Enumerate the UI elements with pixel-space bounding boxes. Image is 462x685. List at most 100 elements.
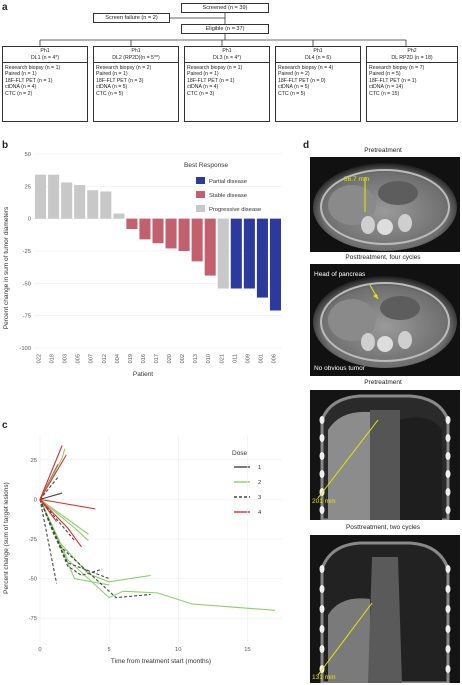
arm-dose-level: DL2 (RP2D)(n = 5**) <box>112 54 160 61</box>
waterfall-ytick: 0 <box>28 217 31 223</box>
waterfall-bar <box>74 185 86 219</box>
tumor-measure-label-3: 201 mm <box>312 498 335 505</box>
ct-ribs <box>319 416 451 514</box>
arm-header: Ph2 DL RP2D (n = 18) <box>367 47 457 64</box>
ct-body-outline-2 <box>313 276 457 368</box>
ct-bowel <box>378 181 418 205</box>
tumor-measure-line-4 <box>317 602 373 676</box>
spider-series-dose-4 <box>39 445 63 500</box>
arm-detail-line: ctDNA (n = 4) <box>187 84 219 91</box>
ct-vertebra-2 <box>377 336 393 352</box>
arm-phase: Ph1 <box>222 48 232 54</box>
waterfall-chart: Percent change in sum of tumor diameters… <box>3 152 282 378</box>
spider-series-dose-4 <box>39 454 67 500</box>
scan-title-2: Posttreatment, four cycles <box>345 254 421 261</box>
ct-kidney-right-2 <box>361 333 375 351</box>
ct-kidney-left-2 <box>398 331 412 349</box>
waterfall-xtick: 006 <box>271 354 277 363</box>
waterfall-xtick: 001 <box>258 354 264 363</box>
arm-phase: Ph1 <box>40 48 50 54</box>
legend-swatch-progressive <box>196 205 205 212</box>
waterfall-ytick: -75 <box>23 314 31 320</box>
spider-xtick: 10 <box>175 647 181 653</box>
spider-series-dose-3 <box>39 499 58 584</box>
waterfall-bar <box>61 182 73 219</box>
flowchart-connectors <box>39 13 407 46</box>
scan-title-1: Pretreatment <box>364 147 402 154</box>
ct-scan-posttreatment-coronal: 131 mm <box>310 535 460 683</box>
ct-ribs-2 <box>319 565 451 673</box>
waterfall-xtick: 012 <box>102 354 108 363</box>
arm-phase: Ph1 <box>131 48 141 54</box>
spider-xtick: 0 <box>38 647 41 653</box>
arm-details: Research biopsy (n = 1) Paired (n = 1) 18F… <box>185 63 269 99</box>
ct-mediastinum <box>370 410 400 520</box>
waterfall-xtick: 011 <box>232 354 238 363</box>
spider-series-dose-3 <box>39 499 110 580</box>
spider-series-dose-3 <box>39 499 103 577</box>
ct-lung-left <box>400 417 442 520</box>
spider-ytick: 0 <box>34 497 37 503</box>
waterfall-bar <box>113 213 125 219</box>
spider-ytick: -25 <box>29 537 37 543</box>
arm-dose-level: DL1 (n = 4*) <box>30 54 60 61</box>
spider-series-dose-2 <box>39 448 66 500</box>
tumor-measure-label-4: 131 mm <box>312 674 335 681</box>
waterfall-bar <box>191 218 203 262</box>
arm-detail-line: CTC (n = 5) <box>96 91 124 98</box>
arm-header: Ph1 DL4 (n = 6) <box>276 47 360 64</box>
arm-detail-line: Research biopsy (n = 2) <box>96 64 152 71</box>
waterfall-xtick: 007 <box>89 354 95 363</box>
legend-label-stable: Stable disease <box>209 193 247 199</box>
waterfall-ylabel: Percent change in sum of tumor diameters <box>3 206 10 329</box>
arm-details: Research biopsy (n = 1) Paired (n = 1) 18F… <box>3 63 87 99</box>
arm-detail-line: Paired (n = 1) <box>96 71 128 78</box>
waterfall-xtick: 016 <box>141 354 147 363</box>
arm-box-5: Ph2 DL RP2D (n = 18) Research biopsy (n = … <box>366 46 458 122</box>
waterfall-xtick: 021 <box>219 354 225 363</box>
waterfall-ytick: -100 <box>19 346 31 352</box>
screen-failure-box: Screen failure (n = 2) <box>93 13 170 23</box>
waterfall-xlabel: Patient <box>133 371 153 378</box>
ct-kidney-left <box>398 214 412 232</box>
spider-ylabel: Percent change (sum of target lesions) <box>3 482 10 594</box>
ct-body-wall <box>320 169 450 245</box>
legend-label-dose-2: 2 <box>258 480 261 486</box>
waterfall-bar <box>256 218 268 298</box>
ct-vertebra <box>377 219 393 235</box>
waterfall-xtick: 010 <box>206 354 212 363</box>
arm-detail-line: 18F-FLT PET (n = 1) <box>187 77 235 84</box>
waterfall-bar <box>126 218 138 230</box>
arm-detail-line: Paired (n = 2) <box>278 71 310 78</box>
ct-effusion-2 <box>328 598 370 683</box>
waterfall-xtick: 020 <box>167 354 173 363</box>
ct-mediastinum-2 <box>368 557 402 683</box>
arm-dose-level: DL3 (n = 4*) <box>212 54 242 61</box>
waterfall-bar <box>139 218 151 240</box>
waterfall-xtick: 003 <box>63 354 69 363</box>
arm-details: Research biopsy (n = 4) Paired (n = 2) 18F… <box>276 63 360 99</box>
waterfall-ytick: -25 <box>23 249 31 255</box>
spider-series-dose-3 <box>39 476 59 500</box>
spider-series-dose-1 <box>39 492 63 500</box>
waterfall-bar <box>230 218 242 289</box>
arm-detail-line: CTC (n = 2) <box>5 91 33 98</box>
ct-liver <box>328 185 376 225</box>
waterfall-bar <box>48 174 60 219</box>
arm-detail-line: Research biopsy (n = 4) <box>278 64 334 71</box>
waterfall-bar <box>204 218 216 276</box>
ct-bowel-2 <box>380 296 420 320</box>
spider-series-dose-2 <box>39 499 110 586</box>
spider-xtick: 15 <box>244 647 250 653</box>
arm-detail-line: ctDNA (n = 4) <box>5 84 37 91</box>
arm-detail-line: ctDNA (n = 5) <box>96 84 128 91</box>
waterfall-ytick: 25 <box>25 184 31 190</box>
spider-ytick: -75 <box>29 616 37 622</box>
ct-effusion <box>328 411 370 520</box>
arm-detail-line: 18F-FLT PET (n = 1) <box>5 77 53 84</box>
waterfall-bar <box>100 191 112 219</box>
legend-label-progressive: Progressive disease <box>209 207 261 213</box>
waterfall-bar <box>243 218 255 289</box>
spider-legend: 1 2 3 4 <box>234 465 262 516</box>
spider-xtick: 5 <box>108 647 111 653</box>
